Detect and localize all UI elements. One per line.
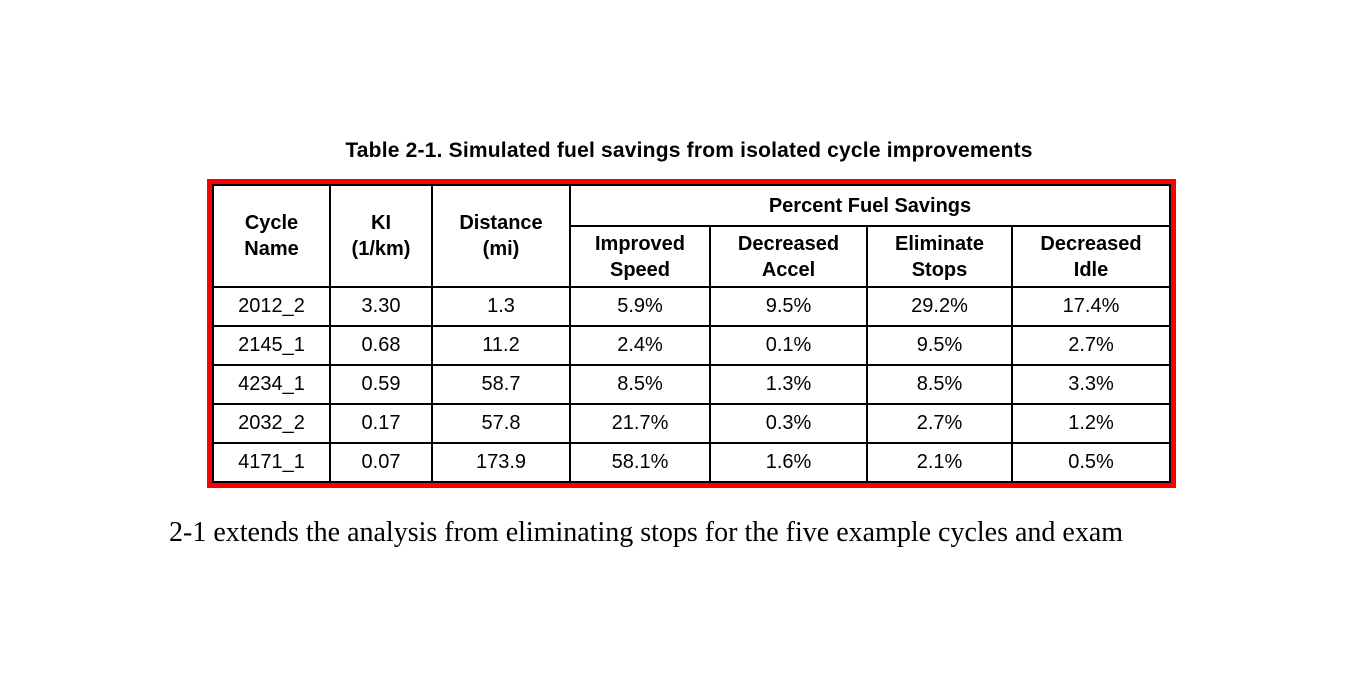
table-red-frame: Cycle Name KI (1/km) Distance (mi) Perce… <box>207 179 1176 488</box>
cell-decreased-idle: 3.3% <box>1011 364 1171 405</box>
cell-eliminate-stops: 9.5% <box>866 325 1013 366</box>
cell-eliminate-stops: 2.7% <box>866 403 1013 444</box>
cell-distance: 173.9 <box>431 442 571 483</box>
header-row-top: Cycle Name KI (1/km) Distance (mi) Perce… <box>212 184 1171 288</box>
table-caption: Table 2-1. Simulated fuel savings from i… <box>345 139 1033 162</box>
table-row: 2032_2 0.17 57.8 21.7% 0.3% 2.7% 1.2% <box>212 403 1171 444</box>
table-row: 2145_1 0.68 11.2 2.4% 0.1% 9.5% 2.7% <box>212 325 1171 366</box>
cell-decreased-idle: 17.4% <box>1011 286 1171 327</box>
cell-improved-speed: 5.9% <box>569 286 711 327</box>
cell-cycle-name: 2012_2 <box>212 286 331 327</box>
cell-ki: 3.30 <box>329 286 433 327</box>
table-row: 4234_1 0.59 58.7 8.5% 1.3% 8.5% 3.3% <box>212 364 1171 405</box>
cell-decreased-accel: 1.3% <box>709 364 868 405</box>
body-text: 2-1 extends the analysis from eliminatin… <box>169 517 1124 548</box>
cell-decreased-accel: 1.6% <box>709 442 868 483</box>
cell-eliminate-stops: 8.5% <box>866 364 1013 405</box>
cell-cycle-name: 2032_2 <box>212 403 331 444</box>
cell-distance: 11.2 <box>431 325 571 366</box>
cell-improved-speed: 58.1% <box>569 442 711 483</box>
cell-decreased-accel: 0.3% <box>709 403 868 444</box>
col-header-percent-fuel-savings: Percent Fuel Savings <box>569 184 1171 227</box>
cell-ki: 0.68 <box>329 325 433 366</box>
cell-cycle-name: 2145_1 <box>212 325 331 366</box>
col-header-eliminate-stops: Eliminate Stops <box>866 225 1013 288</box>
cell-improved-speed: 21.7% <box>569 403 711 444</box>
col-header-improved-speed: Improved Speed <box>569 225 711 288</box>
cell-decreased-accel: 0.1% <box>709 325 868 366</box>
col-header-decreased-accel: Decreased Accel <box>709 225 868 288</box>
cell-decreased-idle: 0.5% <box>1011 442 1171 483</box>
col-header-ki: KI (1/km) <box>329 184 433 288</box>
cell-improved-speed: 2.4% <box>569 325 711 366</box>
cell-distance: 58.7 <box>431 364 571 405</box>
fuel-savings-table: Cycle Name KI (1/km) Distance (mi) Perce… <box>212 184 1171 483</box>
col-header-cycle-name: Cycle Name <box>212 184 331 288</box>
cell-distance: 1.3 <box>431 286 571 327</box>
cell-decreased-accel: 9.5% <box>709 286 868 327</box>
col-header-distance: Distance (mi) <box>431 184 571 288</box>
cell-ki: 0.17 <box>329 403 433 444</box>
cell-distance: 57.8 <box>431 403 571 444</box>
col-header-decreased-idle: Decreased Idle <box>1011 225 1171 288</box>
cell-cycle-name: 4234_1 <box>212 364 331 405</box>
cell-cycle-name: 4171_1 <box>212 442 331 483</box>
cell-decreased-idle: 2.7% <box>1011 325 1171 366</box>
table-row: 4171_1 0.07 173.9 58.1% 1.6% 2.1% 0.5% <box>212 442 1171 483</box>
cell-eliminate-stops: 2.1% <box>866 442 1013 483</box>
cell-ki: 0.59 <box>329 364 433 405</box>
cell-improved-speed: 8.5% <box>569 364 711 405</box>
table-row: 2012_2 3.30 1.3 5.9% 9.5% 29.2% 17.4% <box>212 286 1171 327</box>
header-row-sub: Improved Speed Decreased Accel Eliminate… <box>213 225 1171 288</box>
cell-decreased-idle: 1.2% <box>1011 403 1171 444</box>
cell-eliminate-stops: 29.2% <box>866 286 1013 327</box>
cell-ki: 0.07 <box>329 442 433 483</box>
